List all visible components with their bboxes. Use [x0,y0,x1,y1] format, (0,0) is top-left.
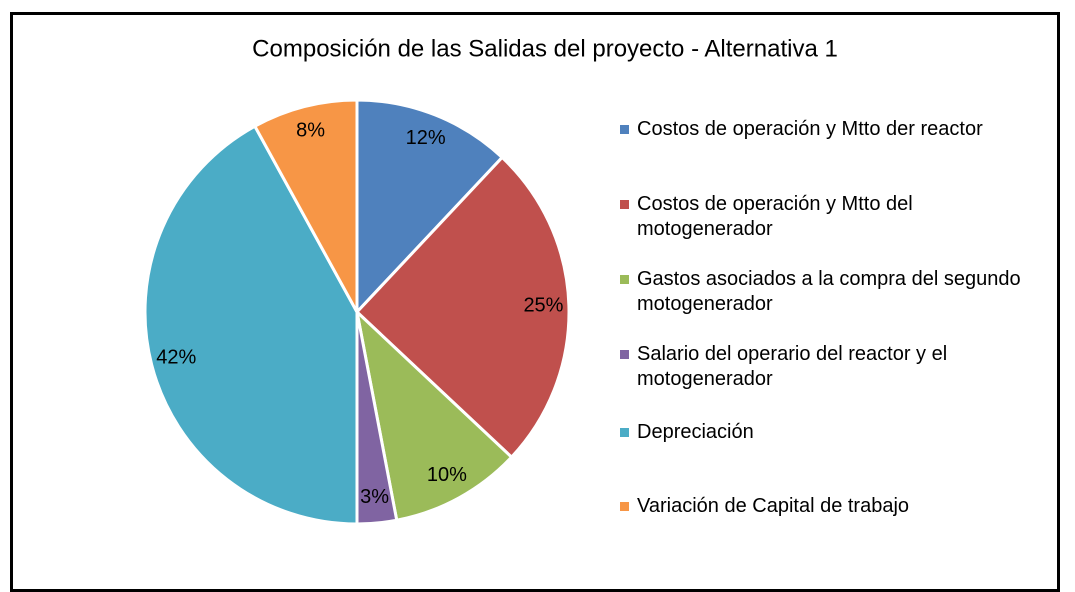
pie-slice [252,98,359,313]
legend-marker [620,428,629,437]
legend-marker [620,200,629,209]
legend-entry: Gastos asociados a la compra del segundo… [620,267,1040,317]
legend-label: Depreciación [637,421,754,443]
legend-entry: Depreciación [620,420,1040,445]
data-label: 10% [427,464,467,486]
legend-entry: Salario del operario del reactor y el mo… [620,342,1040,392]
legend-marker [620,125,629,134]
data-label: 12% [406,127,446,149]
legend-entry: Costos de operación y Mtto del motogener… [620,192,1040,242]
data-label: 42% [156,347,196,369]
legend-marker [620,350,629,359]
pie-slice [355,98,505,316]
legend-label: Costos de operación y Mtto del motogener… [637,193,913,240]
legend-label: Variación de Capital de trabajo [637,495,910,517]
pie-slice [354,307,514,522]
legend-label: Costos de operación y Mtto der reactor [637,118,983,140]
pie-slice [143,124,359,526]
chart-title: Composición de las Salidas del proyecto … [252,35,838,62]
legend-marker [620,502,629,511]
data-label: 25% [523,294,563,316]
pie-slice [354,155,571,460]
data-label: 8% [296,120,325,142]
legend-marker [620,275,629,284]
legend-entry: Costos de operación y Mtto der reactor [620,117,1040,142]
data-label: 3% [360,486,389,508]
legend-label: Salario del operario del reactor y el mo… [637,343,948,390]
legend-entry: Variación de Capital de trabajo [620,494,1040,519]
legend-label: Gastos asociados a la compra del segundo… [637,268,1021,315]
